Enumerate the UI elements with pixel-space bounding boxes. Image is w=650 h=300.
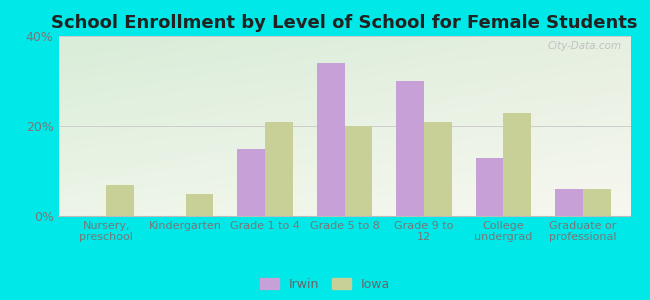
Bar xyxy=(396,81,424,216)
Bar xyxy=(317,63,345,216)
Bar xyxy=(555,189,583,216)
Legend: Irwin, Iowa: Irwin, Iowa xyxy=(260,278,390,291)
Bar xyxy=(186,194,213,216)
Bar xyxy=(106,184,134,216)
Bar xyxy=(265,122,293,216)
Bar xyxy=(583,189,610,216)
Bar xyxy=(476,158,503,216)
Bar xyxy=(424,122,452,216)
Bar xyxy=(503,112,531,216)
Title: School Enrollment by Level of School for Female Students: School Enrollment by Level of School for… xyxy=(51,14,638,32)
Text: City-Data.com: City-Data.com xyxy=(548,41,622,51)
Bar xyxy=(237,148,265,216)
Bar xyxy=(344,126,372,216)
